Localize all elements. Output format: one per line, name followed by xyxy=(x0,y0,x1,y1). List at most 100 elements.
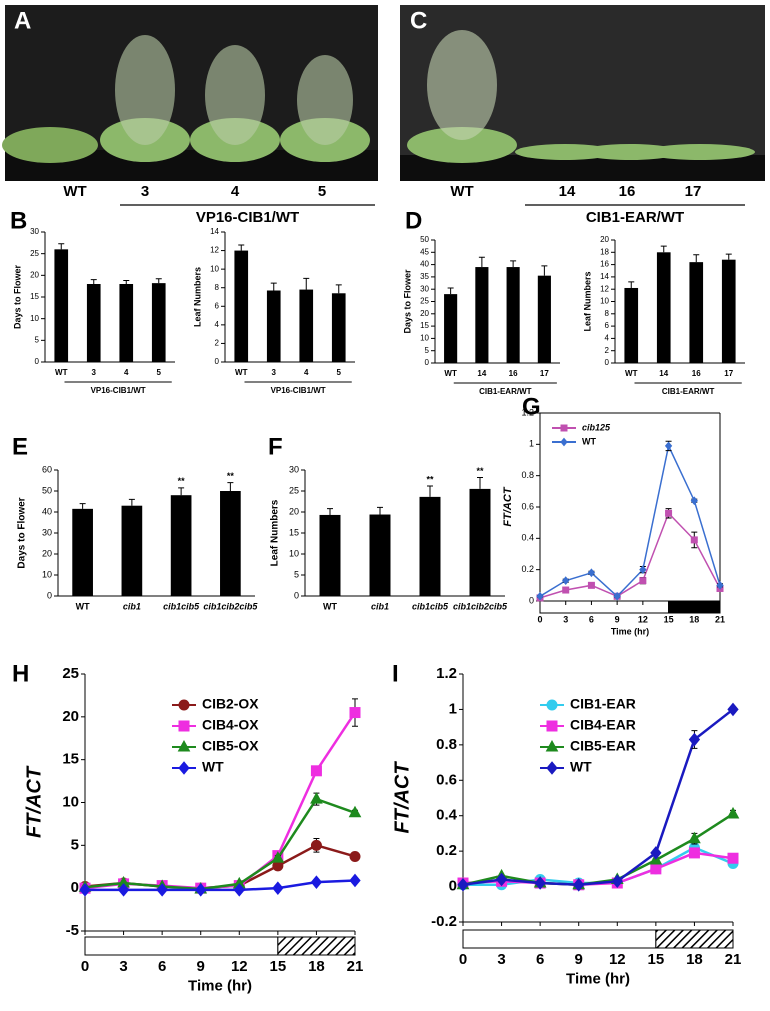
x-tick-label: 12 xyxy=(609,951,626,968)
y-tick-label: 20 xyxy=(420,309,429,318)
photo-c xyxy=(400,5,765,181)
error-bar xyxy=(270,282,277,291)
bar xyxy=(419,496,441,596)
error-bar xyxy=(477,477,483,489)
x-tick-label: 6 xyxy=(589,615,594,625)
marker xyxy=(650,846,662,860)
marker xyxy=(688,831,701,844)
y-tick-label: 6 xyxy=(215,301,220,310)
panel-letter: G xyxy=(522,393,541,420)
day-night-bar xyxy=(277,936,356,956)
y-tick-label: 35 xyxy=(420,272,429,281)
panel-letter: A xyxy=(14,7,31,34)
legend-label: CIB2-OX xyxy=(202,696,259,712)
error-bar xyxy=(227,482,234,491)
y-tick-label: 8 xyxy=(215,283,220,292)
y-tick-label: 5 xyxy=(71,836,79,853)
annotation: ** xyxy=(476,466,484,476)
group-label: CIB1-EAR/WT xyxy=(586,209,684,226)
x-axis-label: Time (hr) xyxy=(611,626,649,636)
bar xyxy=(234,250,249,362)
bar xyxy=(220,491,241,596)
y-axis-label: Days to Flower xyxy=(17,497,28,568)
error-bar xyxy=(693,254,700,263)
bar xyxy=(537,275,551,363)
y-tick-label: 14 xyxy=(210,227,219,236)
x-tick-label: 3 xyxy=(497,951,505,968)
y-tick-label: 0.4 xyxy=(521,533,534,543)
y-tick-label: 0.8 xyxy=(436,736,457,753)
x-tick-label: 17 xyxy=(724,369,733,378)
y-tick-label: 0.8 xyxy=(521,470,534,480)
bar xyxy=(299,289,314,362)
marker xyxy=(727,702,739,717)
marker xyxy=(349,873,361,888)
x-tick-label: 18 xyxy=(686,951,703,968)
photo-label: WT xyxy=(450,183,473,200)
y-tick-label: 0 xyxy=(35,357,40,366)
y-tick-label: 0.6 xyxy=(521,501,534,511)
legend-label: CIB1-EAR xyxy=(570,696,636,712)
y-tick-label: 20 xyxy=(42,548,52,558)
marker xyxy=(349,707,361,719)
error-bar xyxy=(303,277,310,290)
y-tick-label: 20 xyxy=(600,235,609,244)
marker xyxy=(562,586,570,594)
series-line xyxy=(462,708,734,887)
y-tick-label: 0 xyxy=(605,358,610,367)
y-tick-label: 0 xyxy=(425,358,430,367)
marker xyxy=(562,576,570,586)
y-tick-label: 0.6 xyxy=(436,771,457,788)
x-tick-label: 15 xyxy=(270,958,287,975)
annotation: ** xyxy=(178,476,186,486)
y-tick-label: 30 xyxy=(42,527,52,537)
bar xyxy=(72,508,93,596)
x-tick-label: WT xyxy=(625,369,638,378)
marker xyxy=(716,580,724,590)
marker xyxy=(546,720,558,732)
panel-letter: C xyxy=(410,7,427,34)
marker xyxy=(178,699,190,711)
marker xyxy=(690,536,698,544)
marker xyxy=(613,591,621,601)
x-tick-label: 4 xyxy=(124,368,129,377)
y-tick-label: 40 xyxy=(420,260,429,269)
marker xyxy=(495,872,508,887)
error-bar xyxy=(238,244,245,251)
panel-letter: H xyxy=(12,660,29,687)
y-tick-label: 4 xyxy=(605,334,610,343)
y-tick-label: 16 xyxy=(600,260,609,269)
marker xyxy=(665,509,673,517)
y-tick-label: 10 xyxy=(600,297,609,306)
bar xyxy=(469,488,491,596)
group-label: CIB1-EAR/WT xyxy=(662,387,715,396)
bar xyxy=(121,505,143,596)
marker xyxy=(536,591,544,601)
x-tick-label: 6 xyxy=(158,958,166,975)
x-tick-label: 15 xyxy=(664,615,674,625)
x-axis-label: Time (hr) xyxy=(188,977,252,994)
series-line xyxy=(539,443,721,598)
marker xyxy=(117,883,130,897)
error-bar xyxy=(628,281,635,288)
bar xyxy=(54,249,69,362)
marker xyxy=(79,883,91,897)
x-tick-label: 16 xyxy=(692,369,701,378)
panel-letter: B xyxy=(10,207,27,234)
marker xyxy=(457,878,469,892)
y-tick-label: 10 xyxy=(420,334,429,343)
y-axis-label: Leaf Numbers xyxy=(192,267,202,327)
marker xyxy=(546,699,558,711)
y-tick-label: 0.4 xyxy=(436,807,458,824)
bar xyxy=(151,283,166,362)
y-tick-label: 25 xyxy=(420,297,429,306)
error-bar xyxy=(541,265,548,276)
x-tick-label: 15 xyxy=(648,951,665,968)
x-tick-label: 16 xyxy=(509,369,518,378)
x-tick-label: 14 xyxy=(477,369,486,378)
marker xyxy=(310,765,322,777)
x-tick-label: cib1 xyxy=(371,601,389,611)
marker xyxy=(688,847,700,859)
y-tick-label: 0 xyxy=(449,878,457,895)
legend-label: cib125 xyxy=(582,422,611,432)
